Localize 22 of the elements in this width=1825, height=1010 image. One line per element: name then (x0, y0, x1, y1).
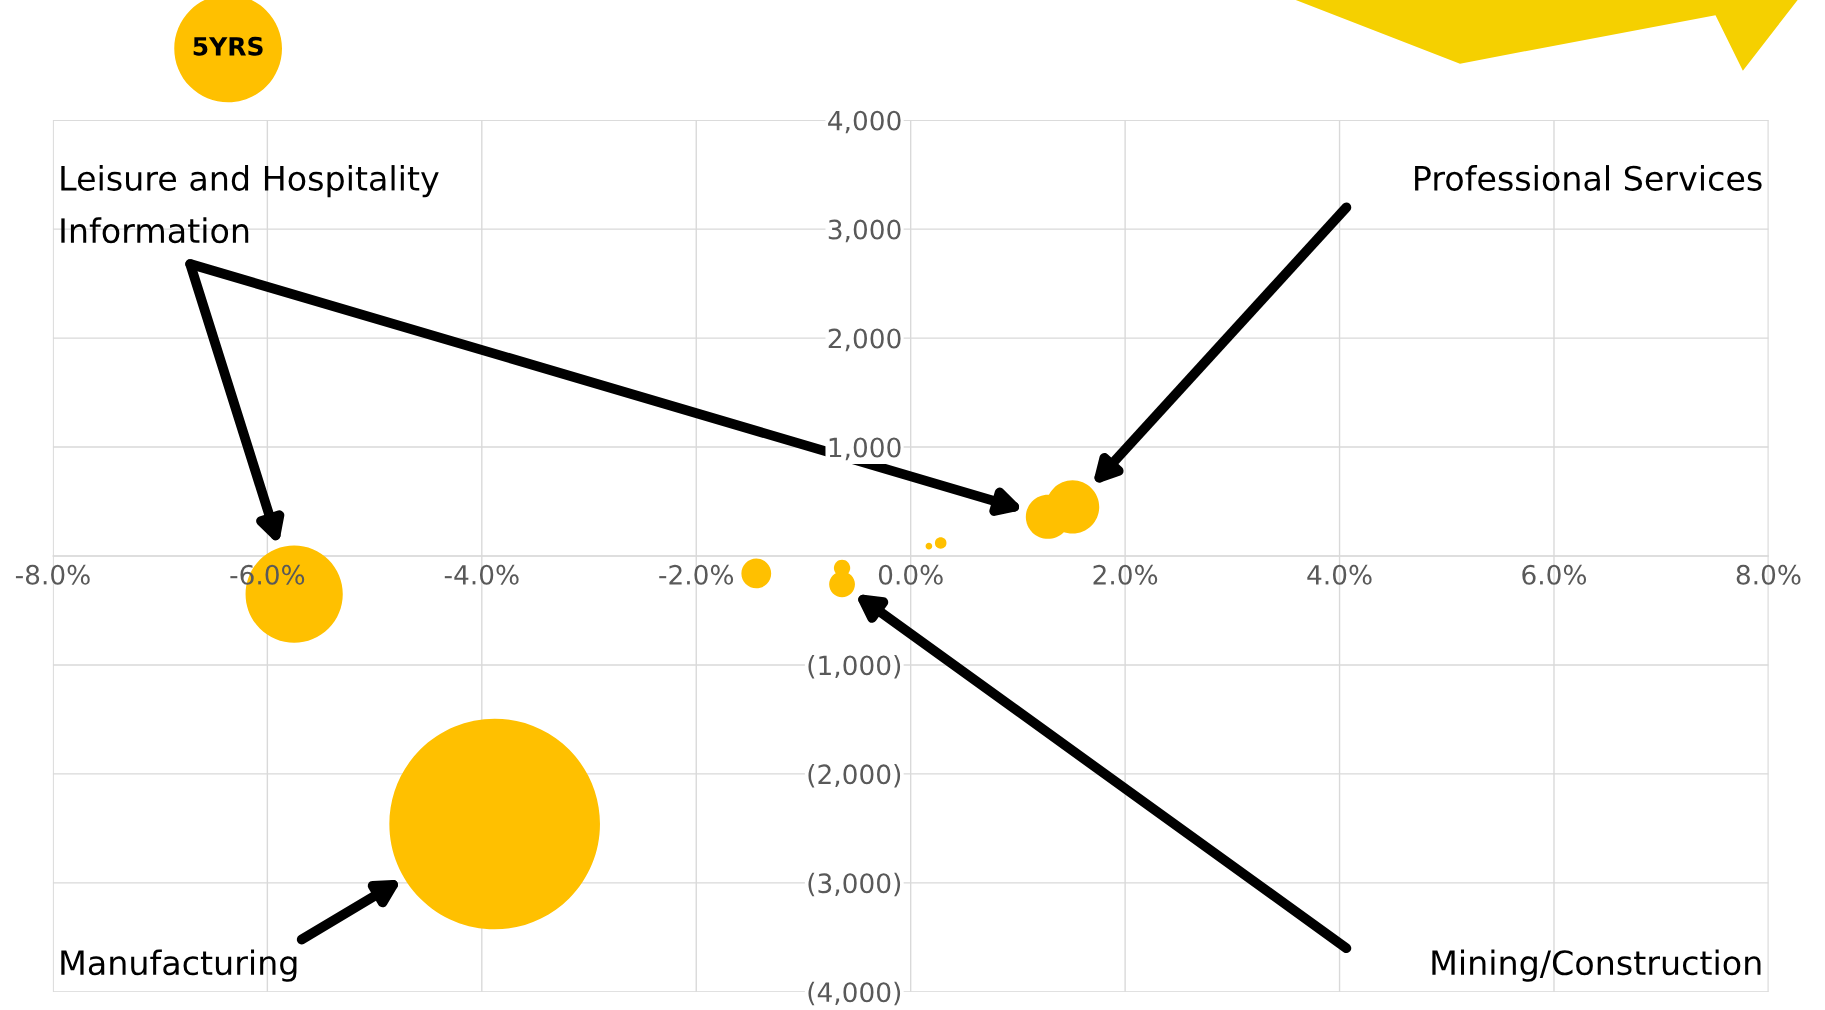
y-tick-label: 4,000 (828, 110, 901, 134)
y-tick-label: 3,000 (828, 219, 901, 243)
x-tick-label: 4.0% (1307, 564, 1372, 585)
x-tick-label: -8.0% (15, 564, 90, 585)
y-tick-label: (2,000) (808, 763, 901, 788)
y-tick-label: 2,000 (828, 328, 901, 352)
x-tick-label: 2.0% (1093, 564, 1158, 585)
x-tick-label: 6.0% (1522, 564, 1587, 585)
y-tick-label: 1,000 (829, 437, 901, 461)
annotation: Leisure and Hospitality (61, 165, 439, 198)
x-tick-label: -4.0% (444, 564, 519, 585)
x-tick-label: 0.0% (878, 564, 943, 585)
annotation: Mining/Construction (1432, 949, 1761, 982)
annotation: Professional Services (1415, 165, 1762, 191)
y-tick-label: (4,000) (808, 981, 901, 1006)
y-tick-label: (1,000) (808, 654, 901, 679)
annotation: Information (61, 217, 249, 244)
text: 5YRS (193, 36, 263, 56)
x-tick-label: -2.0% (659, 564, 734, 585)
y-tick-label: (3,000) (808, 872, 901, 897)
x-tick-label: 8.0% (1736, 564, 1801, 585)
annotation: Manufacturing (61, 949, 297, 982)
